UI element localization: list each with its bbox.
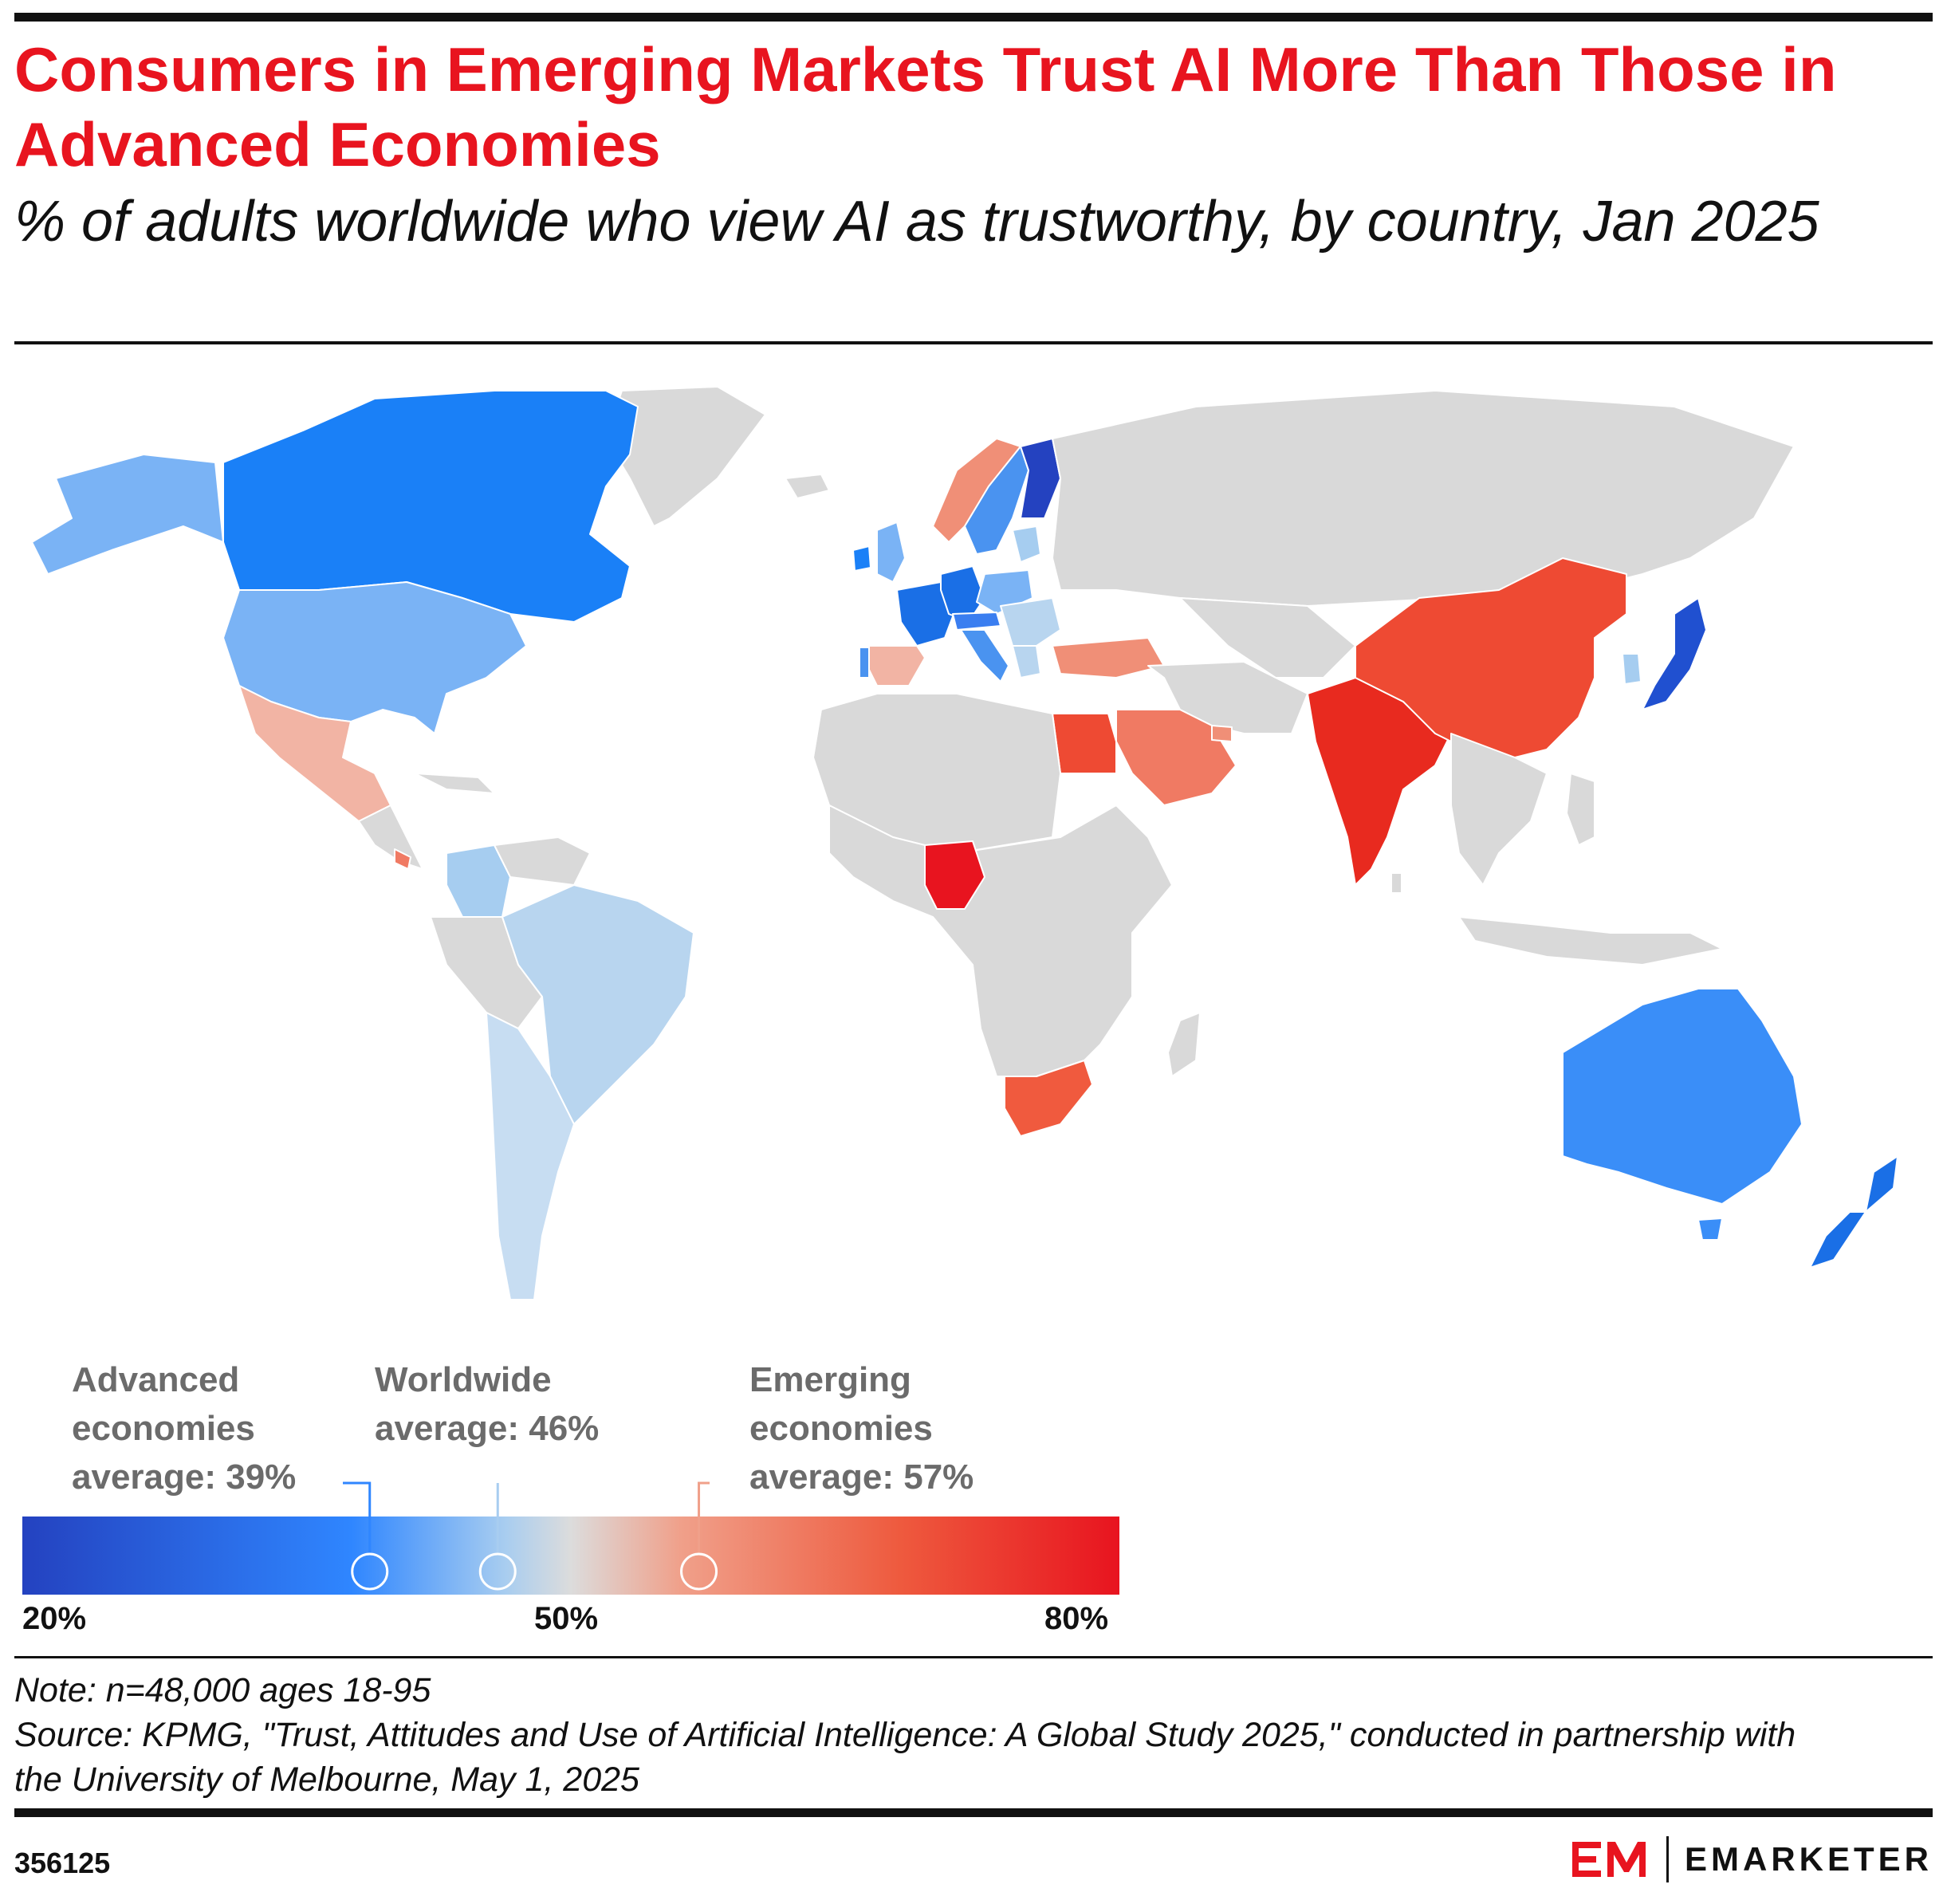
caribbean-region — [414, 773, 495, 794]
legend-marker-emerging-economies-average — [680, 1481, 718, 1591]
color-scale-bar — [22, 1517, 1119, 1595]
turkey-region — [1052, 637, 1165, 679]
italy-region — [960, 629, 1009, 683]
north-africa-region — [812, 693, 1061, 854]
south-africa-region — [1004, 1060, 1093, 1137]
advanced-economies-average-label: Advanced economies average: 39% — [72, 1360, 297, 1497]
indonesia-region — [1458, 916, 1723, 966]
new-zealand-region — [1809, 1155, 1898, 1269]
scale-min-label: 20% — [22, 1601, 87, 1636]
madagascar-region — [1167, 1012, 1201, 1077]
em-logo-icon — [1571, 1842, 1646, 1877]
scale-mid-label: 50% — [534, 1601, 599, 1636]
note-rule — [14, 1656, 1933, 1658]
sri-lanka-region — [1390, 872, 1402, 894]
costa-rica-region — [394, 848, 411, 870]
brand-logo: EMARKETER — [1571, 1834, 1933, 1885]
china-region — [1355, 557, 1627, 758]
southeast-asia-region — [1450, 733, 1548, 886]
greece-region — [1012, 645, 1041, 679]
worldwide-average-label: Worldwide average: 46% — [375, 1360, 600, 1448]
brazil-region — [502, 884, 694, 1125]
source-text: Source: KPMG, "Trust, Attitudes and Use … — [14, 1716, 1796, 1799]
saudi-arabia-region — [1115, 709, 1237, 806]
spain-region — [868, 645, 926, 686]
balkans-region — [1000, 597, 1061, 647]
africa-body-region — [828, 804, 1173, 1077]
southern-cone-region — [486, 1012, 575, 1300]
ireland-region — [852, 545, 871, 572]
japan-region — [1642, 597, 1707, 710]
color-scale-legend — [22, 1481, 1119, 1595]
header-rule — [14, 341, 1933, 344]
note-text: Note: n=48,000 ages 18-95 — [14, 1671, 431, 1709]
top-rule — [14, 13, 1933, 22]
alpine-region — [952, 612, 1001, 631]
iceland-region — [785, 474, 830, 499]
philippines-region — [1566, 773, 1595, 846]
venezuela-region — [494, 836, 591, 886]
chart-id: 356125 — [14, 1847, 111, 1879]
tasmania-region — [1697, 1218, 1723, 1241]
chart-title: Consumers in Emerging Markets Trust AI M… — [14, 34, 1837, 179]
mexico-region — [238, 685, 391, 822]
bottom-rule — [14, 1808, 1933, 1817]
central-asia-region — [1179, 597, 1356, 679]
baltics-region — [1012, 525, 1041, 563]
chart-subtitle: % of adults worldwide who view AI as tru… — [14, 190, 1819, 254]
brand-name: EMARKETER — [1684, 1840, 1933, 1878]
nigeria-region — [924, 840, 985, 910]
sweden-region — [964, 446, 1029, 555]
portugal-region — [859, 647, 870, 679]
south-korea-region — [1622, 653, 1642, 685]
canada-region — [222, 390, 639, 623]
scale-max-label: 80% — [1044, 1601, 1109, 1636]
australia-region — [1562, 988, 1803, 1205]
legend-marker-worldwide-average — [478, 1483, 517, 1591]
uk-region — [876, 521, 906, 583]
alaska-region — [31, 454, 224, 575]
middle-east-region — [1147, 661, 1308, 734]
uae-region — [1211, 725, 1233, 742]
world-map — [0, 359, 1947, 1339]
brand-separator — [1666, 1836, 1669, 1882]
central-america-region — [358, 804, 423, 870]
egypt-region — [1052, 713, 1117, 774]
russia-region — [1052, 390, 1795, 607]
legend-marker-advanced-economies-average — [343, 1481, 389, 1591]
emerging-economies-average-label: Emerging economies average: 57% — [749, 1360, 974, 1497]
